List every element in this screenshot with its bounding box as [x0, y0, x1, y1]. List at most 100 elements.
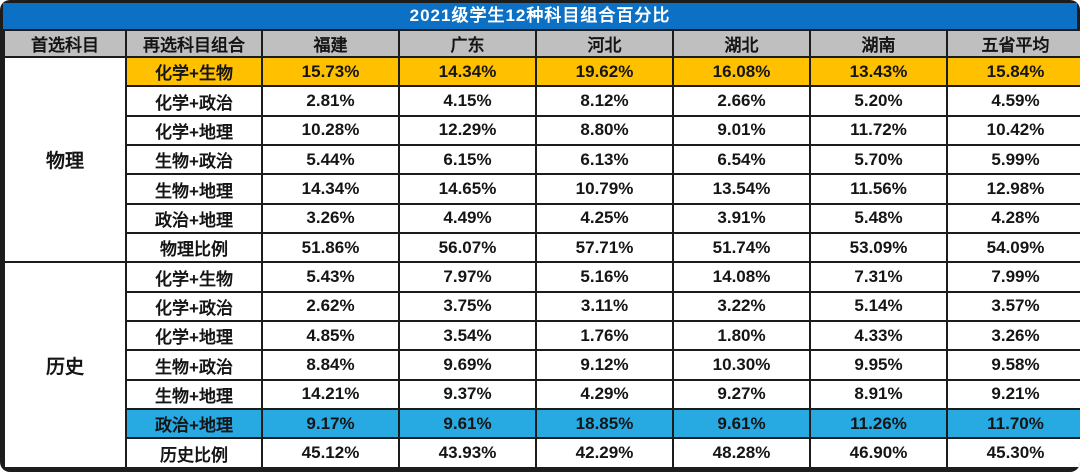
- value-cell: 15.73%: [261, 55, 400, 88]
- value-cell: 4.15%: [398, 85, 537, 117]
- table-row: 生物+政治 5.44% 6.15% 6.13% 6.54% 5.70% 5.99%: [4, 144, 1080, 176]
- value-cell: 45.12%: [261, 437, 400, 469]
- value-cell: 7.31%: [809, 261, 948, 293]
- value-cell: 1.80%: [672, 320, 811, 352]
- value-cell: 9.61%: [672, 408, 811, 440]
- combo-label-cell: 物理比例: [125, 232, 263, 264]
- combo-label-cell: 生物+政治: [125, 144, 263, 176]
- value-cell: 19.62%: [535, 55, 674, 88]
- value-cell: 12.98%: [946, 173, 1080, 205]
- value-cell: 9.58%: [946, 349, 1080, 381]
- combo-label-cell: 化学+地理: [125, 114, 263, 147]
- value-cell: 9.37%: [398, 378, 537, 411]
- value-cell: 11.70%: [946, 408, 1080, 440]
- value-cell: 9.61%: [398, 408, 537, 440]
- value-cell: 18.85%: [535, 408, 674, 440]
- value-cell: 6.13%: [535, 144, 674, 176]
- value-cell: 14.34%: [261, 173, 400, 205]
- combo-label-cell: 生物+政治: [125, 349, 263, 381]
- value-cell: 51.74%: [672, 232, 811, 264]
- table-row: 化学+政治 2.62% 3.75% 3.11% 3.22% 5.14% 3.57%: [4, 290, 1080, 323]
- value-cell: 8.12%: [535, 85, 674, 117]
- value-cell: 4.25%: [535, 202, 674, 235]
- value-cell: 8.91%: [809, 378, 948, 411]
- value-cell: 3.57%: [946, 290, 1080, 323]
- col-header-five-province-avg: 五省平均: [946, 29, 1080, 58]
- value-cell: 4.33%: [809, 320, 948, 352]
- value-cell: 5.99%: [946, 144, 1080, 176]
- first-choice-subject-cell: 历史: [3, 261, 127, 469]
- value-cell: 54.09%: [946, 232, 1080, 264]
- value-cell: 2.81%: [261, 85, 400, 117]
- col-header-first-choice: 首选科目: [3, 29, 127, 58]
- value-cell: 14.65%: [398, 173, 537, 205]
- subject-combination-table: 首选科目 再选科目组合 福建 广东 河北 湖北 湖南 五省平均 物理 化学+生物 1…: [3, 29, 1080, 469]
- combo-label-cell: 生物+地理: [125, 378, 263, 411]
- value-cell: 6.54%: [672, 144, 811, 176]
- value-cell: 3.11%: [535, 290, 674, 323]
- value-cell: 16.08%: [672, 55, 811, 88]
- value-cell: 42.29%: [535, 437, 674, 469]
- table-row: 化学+地理 4.85% 3.54% 1.76% 1.80% 4.33% 3.26%: [4, 320, 1080, 352]
- table-row: 生物+政治 8.84% 9.69% 9.12% 10.30% 9.95% 9.58%: [4, 349, 1080, 381]
- value-cell: 10.79%: [535, 173, 674, 205]
- combo-label-cell: 化学+政治: [125, 85, 263, 117]
- value-cell: 3.91%: [672, 202, 811, 235]
- value-cell: 9.95%: [809, 349, 948, 381]
- value-cell: 4.28%: [946, 202, 1080, 235]
- value-cell: 9.27%: [672, 378, 811, 411]
- first-choice-subject-cell: 物理: [3, 55, 127, 264]
- combo-label-cell: 政治+地理: [125, 408, 263, 440]
- value-cell: 3.26%: [261, 202, 400, 235]
- value-cell: 8.80%: [535, 114, 674, 147]
- value-cell: 4.49%: [398, 202, 537, 235]
- value-cell: 10.28%: [261, 114, 400, 147]
- value-cell: 9.69%: [398, 349, 537, 381]
- value-cell: 48.28%: [672, 437, 811, 469]
- value-cell: 2.66%: [672, 85, 811, 117]
- value-cell: 12.29%: [398, 114, 537, 147]
- value-cell: 5.16%: [535, 261, 674, 293]
- table-row: 历史比例 45.12% 43.93% 42.29% 48.28% 46.90% 45.30%: [4, 437, 1080, 469]
- col-header-hunan: 湖南: [809, 29, 948, 58]
- table-row: 政治+地理 3.26% 4.49% 4.25% 3.91% 5.48% 4.28%: [4, 202, 1080, 235]
- col-header-fujian: 福建: [261, 29, 400, 58]
- value-cell: 14.08%: [672, 261, 811, 293]
- value-cell: 13.54%: [672, 173, 811, 205]
- value-cell: 46.90%: [809, 437, 948, 469]
- combo-label-cell: 历史比例: [125, 437, 263, 469]
- value-cell: 45.30%: [946, 437, 1080, 469]
- value-cell: 43.93%: [398, 437, 537, 469]
- value-cell: 6.15%: [398, 144, 537, 176]
- value-cell: 13.43%: [809, 55, 948, 88]
- combo-label-cell: 政治+地理: [125, 202, 263, 235]
- col-header-hubei: 湖北: [672, 29, 811, 58]
- value-cell: 4.29%: [535, 378, 674, 411]
- table-row: 物理比例 51.86% 56.07% 57.71% 51.74% 53.09% 54.09%: [4, 232, 1080, 264]
- col-header-combo: 再选科目组合: [125, 29, 263, 58]
- value-cell: 9.17%: [261, 408, 400, 440]
- combo-label-cell: 化学+生物: [125, 261, 263, 293]
- value-cell: 11.72%: [809, 114, 948, 147]
- value-cell: 14.34%: [398, 55, 537, 88]
- value-cell: 4.85%: [261, 320, 400, 352]
- combo-label-cell: 化学+生物: [125, 55, 263, 88]
- value-cell: 3.54%: [398, 320, 537, 352]
- value-cell: 3.75%: [398, 290, 537, 323]
- table-row: 化学+政治 2.81% 4.15% 8.12% 2.66% 5.20% 4.59%: [4, 85, 1080, 117]
- value-cell: 11.56%: [809, 173, 948, 205]
- table-row: 生物+地理 14.34% 14.65% 10.79% 13.54% 11.56% 12.98…: [4, 173, 1080, 205]
- value-cell: 51.86%: [261, 232, 400, 264]
- table-row: 历史 化学+生物 5.43% 7.97% 5.16% 14.08% 7.31% 7.99%: [3, 261, 1080, 469]
- value-cell: 9.01%: [672, 114, 811, 147]
- page-title: 2021级学生12种科目组合百分比: [3, 3, 1077, 29]
- value-cell: 5.48%: [809, 202, 948, 235]
- value-cell: 2.62%: [261, 290, 400, 323]
- table-row: 物理 化学+生物 15.73% 14.34% 19.62% 16.08% 13.43% 15.…: [3, 55, 1080, 264]
- col-header-guangdong: 广东: [398, 29, 537, 58]
- value-cell: 5.44%: [261, 144, 400, 176]
- value-cell: 3.26%: [946, 320, 1080, 352]
- value-cell: 5.70%: [809, 144, 948, 176]
- value-cell: 10.42%: [946, 114, 1080, 147]
